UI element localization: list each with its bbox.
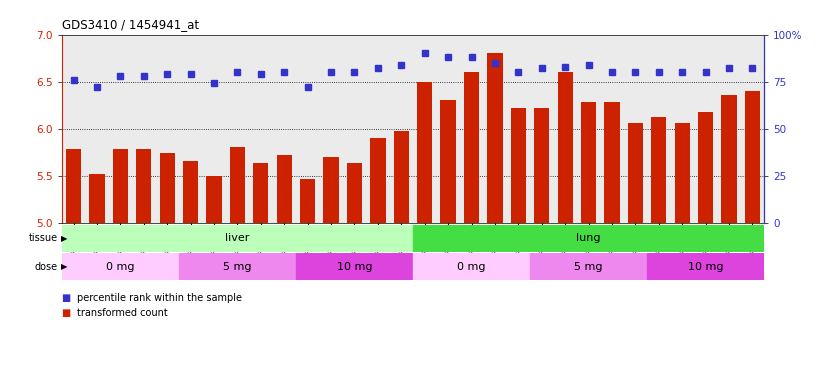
Bar bbox=[62, 253, 179, 280]
Bar bbox=[89, 174, 105, 223]
Text: ▶: ▶ bbox=[61, 262, 68, 271]
Bar bbox=[651, 118, 667, 223]
Text: ■: ■ bbox=[62, 308, 74, 318]
Bar bbox=[464, 72, 479, 223]
Text: ▶: ▶ bbox=[61, 233, 68, 243]
Text: liver: liver bbox=[225, 233, 249, 243]
Text: transformed count: transformed count bbox=[77, 308, 168, 318]
Text: tissue: tissue bbox=[29, 233, 58, 243]
Text: GDS3410 / 1454941_at: GDS3410 / 1454941_at bbox=[62, 18, 199, 31]
Bar bbox=[530, 253, 647, 280]
Bar bbox=[745, 91, 760, 223]
Bar bbox=[254, 162, 268, 223]
Text: 10 mg: 10 mg bbox=[688, 262, 724, 272]
Bar bbox=[698, 112, 713, 223]
Bar bbox=[628, 123, 643, 223]
Bar bbox=[136, 149, 151, 223]
Bar bbox=[394, 131, 409, 223]
Text: ■: ■ bbox=[62, 293, 74, 303]
Bar bbox=[66, 149, 81, 223]
Text: percentile rank within the sample: percentile rank within the sample bbox=[77, 293, 242, 303]
Bar bbox=[417, 82, 432, 223]
Bar bbox=[159, 153, 175, 223]
Bar bbox=[413, 253, 530, 280]
Bar bbox=[647, 253, 764, 280]
Bar bbox=[413, 225, 764, 252]
Bar bbox=[300, 179, 316, 223]
Text: 5 mg: 5 mg bbox=[223, 262, 252, 272]
Bar bbox=[230, 147, 245, 223]
Bar bbox=[277, 155, 292, 223]
Text: dose: dose bbox=[35, 262, 58, 272]
Bar bbox=[113, 149, 128, 223]
Bar bbox=[721, 95, 737, 223]
Text: 5 mg: 5 mg bbox=[574, 262, 603, 272]
Bar bbox=[347, 162, 362, 223]
Bar bbox=[558, 72, 572, 223]
Bar bbox=[179, 253, 296, 280]
Bar bbox=[675, 123, 690, 223]
Bar bbox=[206, 176, 221, 223]
Bar bbox=[534, 108, 549, 223]
Bar bbox=[296, 253, 413, 280]
Bar bbox=[62, 225, 413, 252]
Bar bbox=[370, 138, 386, 223]
Text: 0 mg: 0 mg bbox=[107, 262, 135, 272]
Bar bbox=[183, 161, 198, 223]
Text: lung: lung bbox=[577, 233, 601, 243]
Bar bbox=[324, 157, 339, 223]
Bar bbox=[440, 101, 456, 223]
Text: 10 mg: 10 mg bbox=[337, 262, 373, 272]
Bar bbox=[581, 102, 596, 223]
Bar bbox=[510, 108, 526, 223]
Text: 0 mg: 0 mg bbox=[458, 262, 486, 272]
Bar bbox=[487, 53, 502, 223]
Bar bbox=[605, 102, 620, 223]
